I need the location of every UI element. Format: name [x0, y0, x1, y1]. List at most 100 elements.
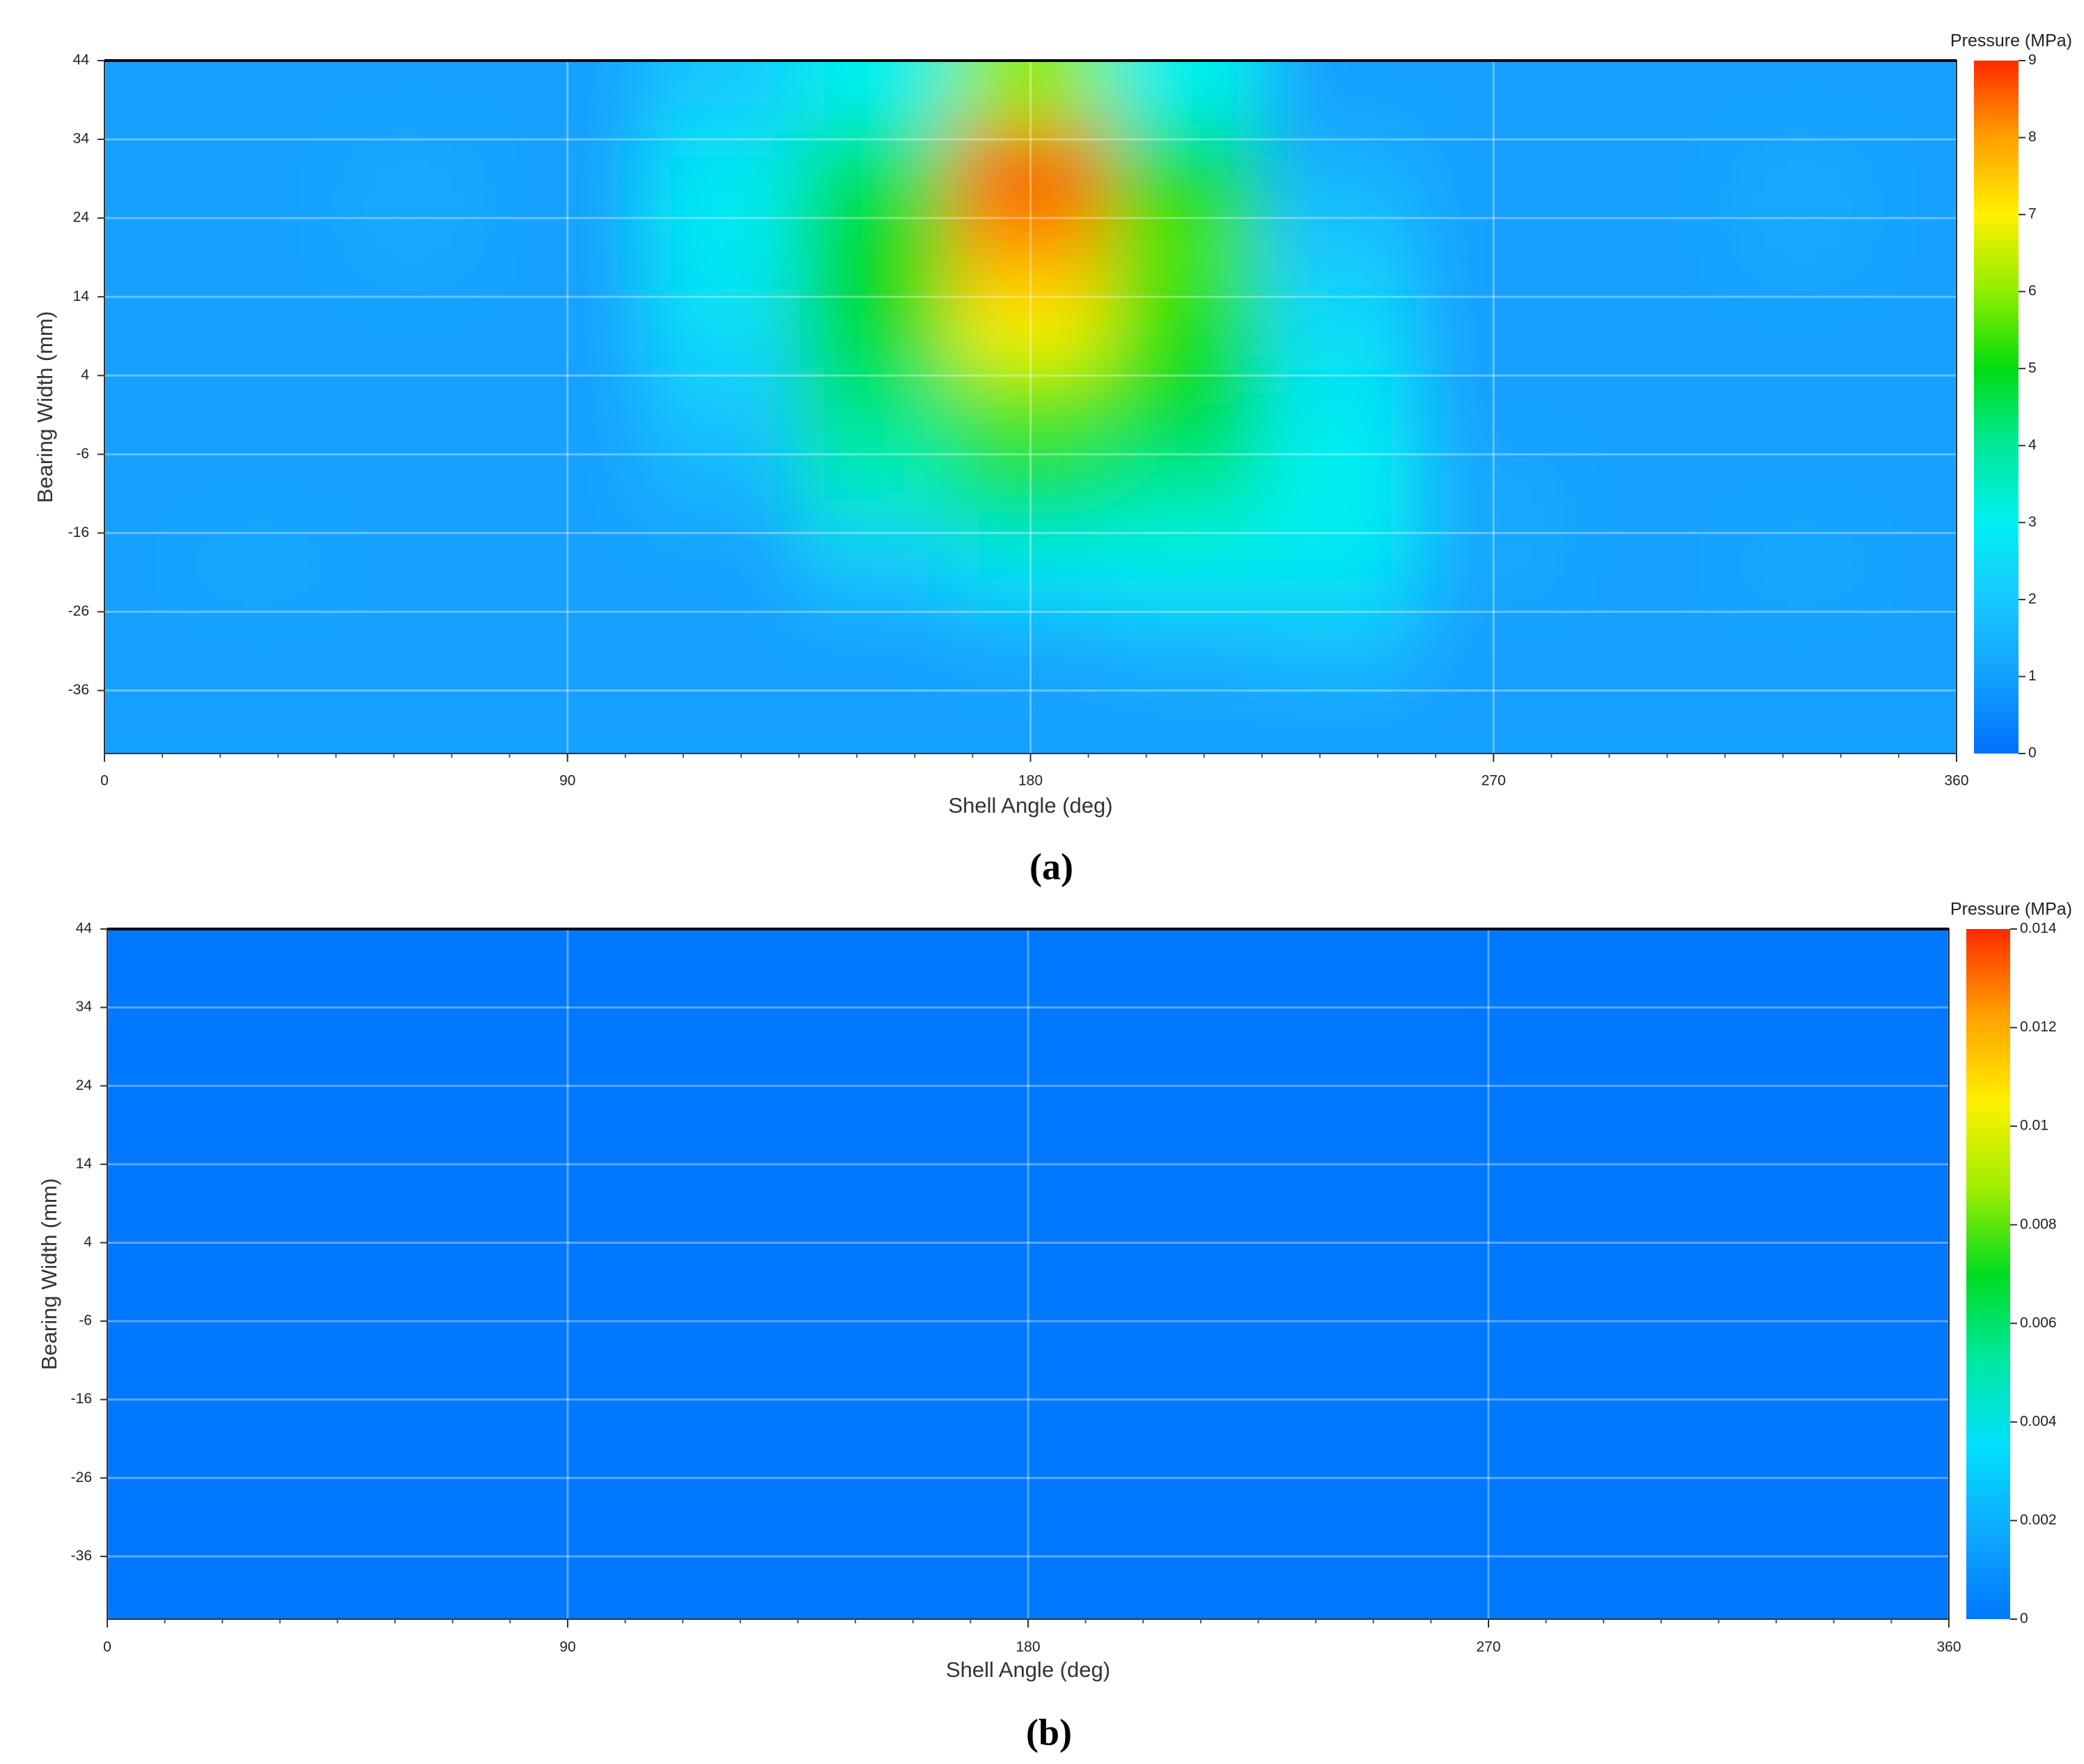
- heatmap-cell: [337, 1313, 491, 1392]
- heatmap-cell: [644, 929, 798, 1000]
- colorbar-title: Pressure (MPa): [1950, 31, 2072, 51]
- x-axis-label: Shell Angle (deg): [948, 793, 1112, 818]
- heatmap-cell: [644, 604, 800, 683]
- heatmap-cell: [1411, 999, 1566, 1078]
- heatmap-cell: [644, 1391, 798, 1471]
- heatmap-cell: [1107, 367, 1262, 447]
- heatmap-cell: [1107, 682, 1262, 754]
- heatmap-cell: [184, 1470, 338, 1549]
- x-tick-label: 180: [1016, 1639, 1040, 1655]
- heatmap-cell: [1718, 1313, 1872, 1392]
- heatmap-cell: [953, 367, 1108, 447]
- heatmap-cell: [644, 1313, 798, 1392]
- heatmap-cell: [1416, 210, 1571, 289]
- heatmap-cell: [799, 131, 954, 210]
- heatmap-cell: [490, 1313, 645, 1392]
- x-tick-label: 270: [1482, 773, 1506, 789]
- heatmap-cell: [490, 999, 645, 1078]
- heatmap-cell: [490, 1470, 645, 1549]
- y-axis-label: Bearing Width (mm): [33, 311, 57, 504]
- heatmap-cell: [107, 1548, 185, 1619]
- heatmap-cell: [1718, 1391, 1872, 1471]
- heatmap-cell: [644, 1156, 798, 1235]
- heatmap-cell: [644, 131, 800, 210]
- heatmap-cell: [1416, 131, 1571, 210]
- heatmap-cell: [1718, 1077, 1872, 1157]
- heatmap-cell: [1872, 1470, 1949, 1549]
- heatmap-cell: [107, 929, 185, 1000]
- colorbar-tick-label: 0: [2028, 745, 2037, 761]
- heatmap-cell: [799, 288, 954, 368]
- heatmap-cell: [798, 1391, 951, 1471]
- heatmap-cell: [799, 367, 954, 447]
- heatmap-cell: [1725, 367, 1880, 447]
- heatmap-cell: [1571, 210, 1725, 289]
- heatmap-cell: [1105, 999, 1259, 1078]
- x-axis-label: Shell Angle (deg): [946, 1657, 1110, 1682]
- heatmap-cell: [951, 929, 1105, 1000]
- heatmap-cell: [799, 604, 954, 683]
- heatmap-cell: [1872, 999, 1949, 1078]
- colorbar-tick-label: 1: [2028, 668, 2037, 684]
- heatmap-cell: [1105, 1391, 1259, 1471]
- heatmap-cell: [184, 1313, 338, 1392]
- heatmap-cell: [1718, 1235, 1872, 1313]
- heatmap-cell: [1105, 929, 1259, 1000]
- colorbar-tick-label: 4: [2028, 437, 2037, 453]
- heatmap-cell: [1565, 1313, 1719, 1392]
- heatmap-cell: [181, 525, 336, 604]
- heatmap-cell: [337, 1391, 491, 1471]
- heatmap-cell: [1107, 288, 1262, 368]
- heatmap-cell: [798, 1313, 951, 1392]
- heatmap-cell: [644, 999, 798, 1078]
- heatmap-cell: [799, 210, 954, 289]
- heatmap-cell: [1261, 446, 1417, 526]
- heatmap-cell: [1416, 604, 1571, 683]
- heatmap-cell: [107, 1156, 185, 1235]
- heatmap-cell: [1107, 525, 1262, 604]
- y-tick-label: 44: [76, 921, 93, 937]
- heatmap-cell: [336, 210, 490, 289]
- heatmap-cell: [490, 1391, 645, 1471]
- heatmap-cell: [1258, 999, 1412, 1078]
- colorbar-tick-label: 2: [2028, 591, 2037, 607]
- heatmap-cell: [1571, 525, 1725, 604]
- heatmap-cell: [644, 1235, 798, 1313]
- heatmap-cell: [1872, 1313, 1949, 1392]
- heatmap-cell: [1565, 1548, 1719, 1619]
- heatmap-cell: [1571, 682, 1725, 754]
- heatmap-cell: [798, 1548, 951, 1619]
- heatmap-cell: [1725, 210, 1880, 289]
- heatmap-cell: [798, 1470, 951, 1549]
- heatmap-cell: [1107, 210, 1262, 289]
- heatmap-cell: [1571, 604, 1725, 683]
- heatmap-cell: [1107, 604, 1262, 683]
- heatmap-cell: [107, 1077, 185, 1157]
- heatmap-cell: [107, 999, 185, 1078]
- heatmap-cell: [1107, 131, 1262, 210]
- heatmap: [104, 61, 1957, 754]
- heatmap-cell: [336, 604, 490, 683]
- colorbar: [1966, 929, 2010, 1619]
- heatmap-cell: [1872, 1548, 1949, 1619]
- heatmap-cell: [337, 1077, 491, 1157]
- heatmap-cell: [337, 929, 491, 1000]
- heatmap-cell: [1872, 1235, 1949, 1313]
- heatmap-cell: [953, 288, 1108, 368]
- heatmap-cell: [184, 1391, 338, 1471]
- heatmap-cell: [1565, 1391, 1719, 1471]
- y-tick-label: -6: [76, 446, 89, 462]
- heatmap-cell: [104, 367, 182, 447]
- heatmap-cell: [1879, 131, 1957, 210]
- y-tick-label: -26: [68, 603, 89, 619]
- caption: (a): [1029, 845, 1073, 887]
- heatmap-cell: [1411, 929, 1566, 1000]
- x-tick-label: 180: [1018, 773, 1043, 789]
- heatmap-cell: [644, 367, 800, 447]
- heatmap-cell: [184, 929, 338, 1000]
- y-tick-label: 24: [76, 1077, 93, 1093]
- x-tick-label: 0: [103, 1639, 111, 1655]
- heatmap-cell: [1872, 1391, 1949, 1471]
- heatmap-cell: [1565, 1156, 1719, 1235]
- y-tick-label: 14: [73, 288, 90, 304]
